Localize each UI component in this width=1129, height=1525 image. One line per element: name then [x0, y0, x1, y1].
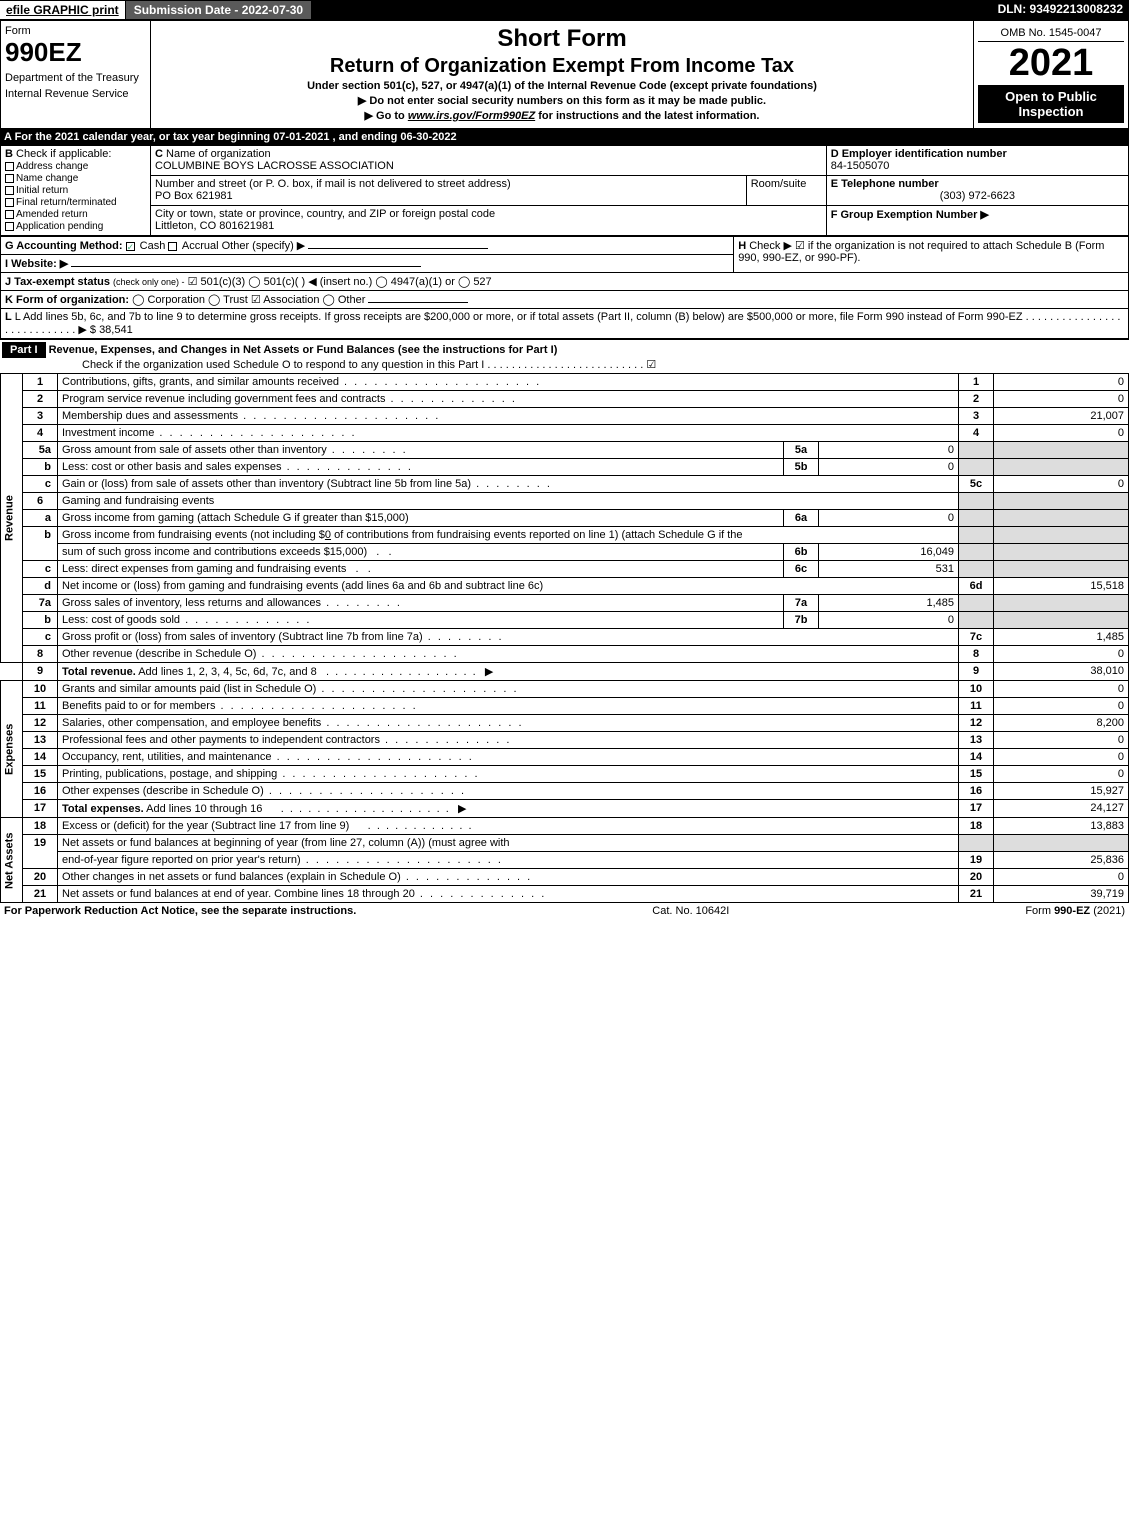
check-name-change[interactable]: Name change: [5, 173, 146, 184]
footer-catno: Cat. No. 10642I: [652, 905, 729, 917]
short-form-title: Short Form: [155, 25, 969, 53]
check-final-return[interactable]: Final return/terminated: [5, 197, 146, 208]
gross-receipts: $ 38,541: [90, 324, 133, 336]
instr-link: ▶ Go to www.irs.gov/Form990EZ for instru…: [155, 109, 969, 122]
part-1-check-note: Check if the organization used Schedule …: [82, 359, 484, 371]
tax-exempt-opts[interactable]: ☑ 501(c)(3) ◯ 501(c)( ) ◀ (insert no.) ◯…: [188, 276, 492, 288]
omb-number: OMB No. 1545-0047: [978, 25, 1124, 42]
form-number: 990EZ: [5, 37, 146, 68]
schedule-b-note: Check ▶ ☑ if the organization is not req…: [738, 240, 1104, 264]
part-1-check[interactable]: ☑: [646, 359, 656, 371]
org-form-opts[interactable]: ◯ Corporation ◯ Trust ☑ Association ◯ Ot…: [132, 294, 365, 306]
ein-label: D Employer identification number: [831, 148, 1007, 160]
netassets-vertical-label: Net Assets: [1, 818, 23, 903]
check-accrual[interactable]: [168, 242, 177, 251]
footer-form: Form 990-EZ (2021): [1025, 905, 1125, 917]
check-address-change[interactable]: Address change: [5, 161, 146, 172]
subtitle: Under section 501(c), 527, or 4947(a)(1)…: [155, 80, 969, 92]
irs-label: Internal Revenue Service: [5, 88, 146, 100]
expenses-vertical-label: Expenses: [1, 681, 23, 818]
org-name: COLUMBINE BOYS LACROSSE ASSOCIATION: [155, 160, 394, 172]
top-bar: efile GRAPHIC print Submission Date - 20…: [0, 0, 1129, 20]
line-l-text: L Add lines 5b, 6c, and 7b to line 9 to …: [15, 311, 1023, 323]
open-inspection: Open to Public Inspection: [978, 85, 1124, 123]
form-header-table: Form 990EZ Department of the Treasury In…: [0, 20, 1129, 129]
main-title: Return of Organization Exempt From Incom…: [155, 55, 969, 78]
check-amended-return[interactable]: Amended return: [5, 209, 146, 220]
info-table: B Check if applicable: Address change Na…: [0, 145, 1129, 236]
street-address: PO Box 621981: [155, 190, 233, 202]
group-exemption-label: F Group Exemption Number ▶: [831, 209, 989, 221]
ein-value: 84-1505070: [831, 160, 890, 172]
phone-value: (303) 972-6623: [831, 190, 1124, 202]
city-state-zip: Littleton, CO 801621981: [155, 220, 274, 232]
section-a: A For the 2021 calendar year, or tax yea…: [0, 129, 1129, 145]
website-label: I Website: ▶: [5, 258, 68, 270]
submission-date: Submission Date - 2022-07-30: [125, 0, 312, 20]
revenue-table: Revenue 1Contributions, gifts, grants, a…: [0, 373, 1129, 903]
check-application-pending[interactable]: Application pending: [5, 221, 146, 232]
instr-ssn: ▶ Do not enter social security numbers o…: [155, 94, 969, 107]
check-initial-return[interactable]: Initial return: [5, 185, 146, 196]
efile-link[interactable]: efile GRAPHIC print: [0, 1, 125, 19]
irs-link[interactable]: www.irs.gov/Form990EZ: [408, 110, 535, 122]
dept-label: Department of the Treasury: [5, 72, 146, 84]
form-word: Form: [5, 25, 146, 37]
part-1-label: Part I: [2, 342, 46, 358]
footer-left: For Paperwork Reduction Act Notice, see …: [4, 905, 356, 917]
page-footer: For Paperwork Reduction Act Notice, see …: [0, 903, 1129, 919]
phone-label: E Telephone number: [831, 178, 939, 190]
dln-label: DLN: 93492213008232: [992, 0, 1129, 20]
tax-year: 2021: [978, 42, 1124, 85]
room-suite-label: Room/suite: [746, 176, 826, 206]
check-cash[interactable]: [126, 242, 135, 251]
revenue-vertical-label: Revenue: [1, 374, 23, 663]
part-1-title: Revenue, Expenses, and Changes in Net As…: [49, 344, 558, 356]
